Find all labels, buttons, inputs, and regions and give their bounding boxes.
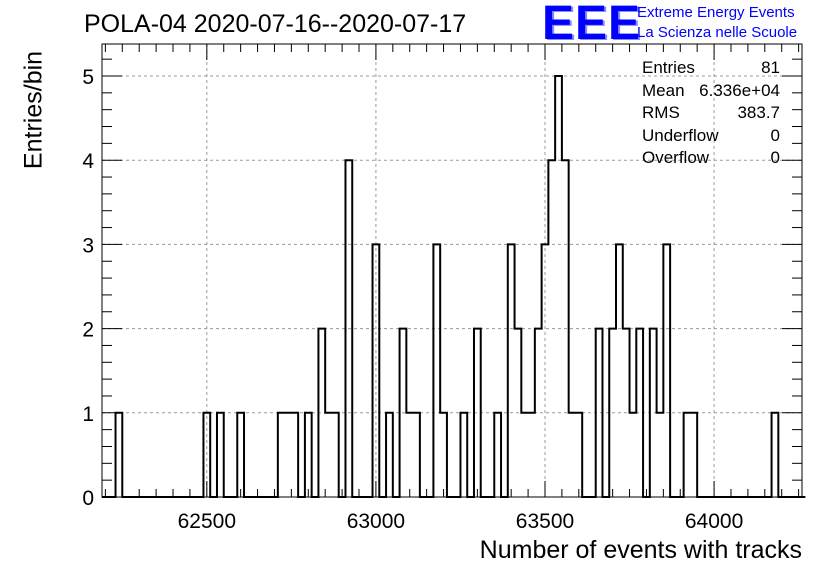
x-tick-label: 63000 [347,510,405,533]
eee-logo: EEE EEE Extreme Energy Events La Scienza… [542,0,832,51]
x-tick-label: 64000 [685,510,743,533]
histogram-bin [278,413,285,497]
histogram-bin [494,413,501,497]
stat-entries: Entries 81 [642,58,780,77]
logo-line-1: Extreme Energy Events [637,4,795,21]
histogram-bin [332,413,339,497]
histogram-outline [102,74,806,498]
y-tick-label: 0 [82,487,94,510]
histogram-bin [772,413,779,497]
histogram-bin [291,413,298,497]
histogram-bin [569,413,576,497]
y-tick-label: 5 [82,66,94,89]
stat-underflow: Underflow 0 [642,125,780,145]
histogram-bin [325,413,332,497]
histogram-bin [460,413,467,497]
histogram-bin [285,413,292,497]
histogram-bin [684,413,691,497]
histogram-bin [406,413,413,497]
stat-rms: RMS 383.7 [642,103,780,122]
chart-title: POLA-04 2020-07-16--2020-07-17 [84,10,467,38]
axis-ticks [102,44,802,498]
histogram-bin [657,413,664,497]
y-axis-label: Entries/bin [19,50,48,170]
histogram-bin [433,244,440,497]
eee-logo-mark: EEE EEE [542,0,644,51]
logo-line-2: La Scienza nelle Scuole [637,24,798,41]
histogram-bin [440,413,447,497]
histogram-bin [413,413,420,497]
axis-tick-labels: 62500 63000 63500 64000 0 1 2 3 4 5 [82,66,743,533]
y-tick-label: 4 [82,150,94,173]
histogram-bin [237,413,244,497]
histogram-bin [305,413,312,497]
stat-mean: Mean 6.336e+04 [642,80,780,100]
histogram-bin [555,76,562,497]
histogram-bin [521,413,528,497]
histogram-bin [116,413,123,497]
stats-box: Entries 81 Mean 6.336e+04 RMS 383.7 Underfl… [642,57,780,170]
stat-overflow: Overflow 0 [642,148,780,167]
histogram-bin [630,413,637,497]
histogram-bin [528,413,535,497]
x-axis-label: Number of events with tracks [479,536,802,564]
y-tick-label: 2 [82,319,94,342]
histogram-bin [217,413,224,497]
histogram-bin [690,413,697,497]
x-tick-label: 63500 [516,510,574,533]
histogram-bin [508,244,515,497]
x-tick-label: 62500 [178,510,236,533]
histogram-bin [663,244,670,497]
plot-frame [101,43,803,498]
histogram-bin [386,413,393,497]
histogram-bin [575,413,582,497]
y-tick-label: 3 [82,234,94,257]
histogram-bin [616,244,623,497]
y-tick-label: 1 [82,403,94,426]
